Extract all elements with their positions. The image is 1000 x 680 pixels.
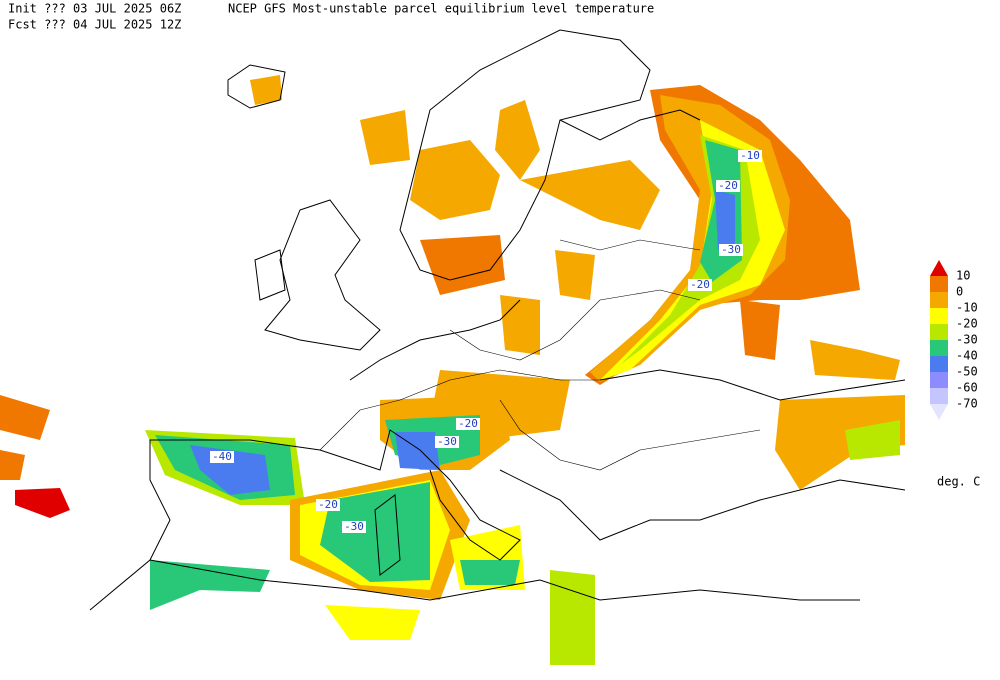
legend-label: -30 (956, 333, 978, 347)
contour-label: -40 (212, 450, 232, 463)
contour-label-box (716, 180, 740, 192)
legend-swatch (930, 356, 948, 372)
legend-label: -10 (956, 301, 978, 315)
legend-units: deg. C (937, 475, 980, 489)
contour-label-box (738, 150, 762, 162)
init-time: Init ??? 03 JUL 2025 06Z (8, 2, 181, 16)
contour-label-box (435, 436, 459, 448)
legend-label: -70 (956, 397, 978, 411)
contour-label: -20 (718, 179, 738, 192)
coastlines (89, 29, 906, 611)
legend-label: -20 (956, 317, 978, 331)
contour-label-box (688, 279, 712, 291)
contour-label: -30 (437, 435, 457, 448)
borders (319, 239, 761, 471)
contour-label-box (719, 244, 743, 256)
legend-label: -50 (956, 365, 978, 379)
contour-label: -30 (721, 243, 741, 256)
contour-label: -30 (344, 520, 364, 533)
legend-swatch (930, 340, 948, 356)
legend-label: 10 (956, 269, 970, 283)
legend-swatch (930, 308, 948, 324)
field-areas (0, 75, 905, 665)
contour-label: -20 (458, 417, 478, 430)
contour-label-box (210, 451, 234, 463)
legend-swatch (930, 292, 948, 308)
legend-swatch (930, 372, 948, 388)
contour-label-box (342, 521, 366, 533)
contour-label: -20 (690, 278, 710, 291)
contour-label: -10 (740, 149, 760, 162)
legend-label: -40 (956, 349, 978, 363)
header: Init ??? 03 JUL 2025 06Z NCEP GFS Most-u… (8, 2, 654, 32)
legend-label: 0 (956, 285, 963, 299)
contour-label-box (456, 418, 480, 430)
legend-label: -60 (956, 381, 978, 395)
title: NCEP GFS Most-unstable parcel equilibriu… (228, 2, 654, 16)
forecast-time: Fcst ??? 04 JUL 2025 12Z (8, 18, 181, 32)
legend-swatch (930, 276, 948, 292)
contour-label: -20 (318, 498, 338, 511)
legend-swatch (930, 388, 948, 404)
legend-swatch (930, 324, 948, 340)
contour-label-box (316, 499, 340, 511)
legend-swatch (930, 404, 948, 420)
legend-swatch (930, 260, 948, 276)
